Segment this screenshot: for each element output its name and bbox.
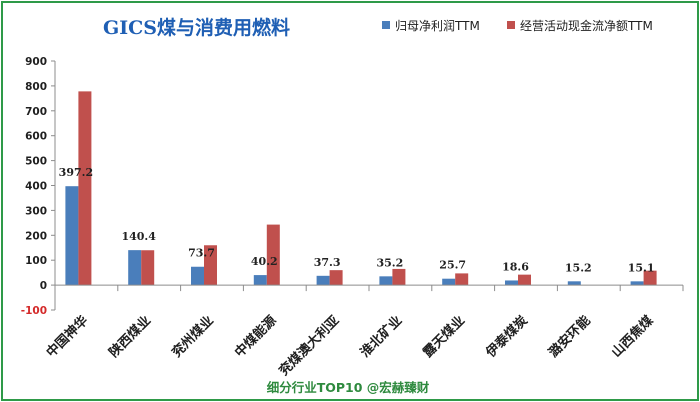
y-tick-label: 200	[25, 230, 47, 242]
bar-profit	[630, 281, 644, 286]
bar-profit	[567, 281, 581, 286]
y-tick-label: 100	[25, 255, 47, 267]
y-tick-label: -100	[21, 305, 47, 317]
x-tick-label: 山西焦煤	[608, 313, 656, 361]
bar-cashflow	[455, 273, 469, 286]
y-tick-label: 700	[25, 106, 47, 118]
bar-chart: GICS煤与消费用燃料 归母净利润TTM 经营活动现金流净额TTM -100 0 1…	[21, 16, 684, 395]
footer-watermark: 细分行业TOP10 @宏赫臻财	[267, 380, 430, 395]
x-tick-label: 伊泰煤炭	[482, 313, 531, 362]
legend-swatch-profit	[382, 21, 390, 29]
data-label: 35.2	[377, 256, 404, 269]
x-tick-label: 潞安环能	[546, 313, 594, 361]
y-tick-label: 0	[40, 280, 47, 292]
x-tick-label: 中煤能源	[232, 313, 280, 361]
bar-cashflow	[643, 270, 657, 286]
bar-cashflow	[141, 250, 155, 286]
data-label: 37.3	[314, 256, 341, 269]
bar-cashflow	[329, 270, 343, 286]
data-label: 397.2	[59, 166, 93, 179]
data-labels: 397.2 140.4 73.7 40.2 37.3 35.2 25.7 18.6 15.2 15…	[59, 166, 655, 274]
bar-profit	[505, 280, 518, 286]
data-label: 18.6	[502, 260, 529, 273]
x-tick-label: 陕西煤业	[106, 313, 154, 361]
bar-cashflow	[78, 91, 92, 286]
x-tick-label: 露天煤业	[420, 313, 468, 361]
data-label: 73.7	[188, 247, 215, 260]
data-label: 40.2	[251, 255, 278, 268]
bar-profit	[379, 276, 393, 286]
y-tick-label: 600	[25, 131, 47, 143]
chart-title: GICS煤与消费用燃料	[103, 16, 290, 39]
bar-profit	[191, 266, 204, 286]
x-tick-label: 中国神华	[43, 313, 91, 361]
bar-profit	[316, 275, 330, 286]
data-label: 15.2	[565, 261, 592, 274]
y-axis: -100 0 100 200 300 400 500 600 700 800 900	[21, 56, 56, 317]
legend: 归母净利润TTM 经营活动现金流净额TTM	[382, 18, 653, 33]
y-tick-label: 300	[25, 205, 47, 217]
bar-profit	[65, 186, 79, 286]
x-tick-label: 兖州煤业	[169, 313, 217, 361]
bar-cashflow	[392, 268, 406, 286]
y-tick-label: 400	[25, 181, 47, 193]
bar-profit	[128, 250, 142, 286]
legend-swatch-cashflow	[507, 21, 515, 29]
x-tick-label: 兖煤澳大利亚	[276, 313, 342, 379]
data-label: 140.4	[121, 230, 156, 243]
y-tick-label: 500	[25, 156, 47, 168]
y-tick-label: 800	[25, 81, 47, 93]
bar-cashflow	[266, 224, 280, 286]
bars	[65, 91, 657, 286]
legend-label-profit: 归母净利润TTM	[395, 19, 480, 33]
legend-label-cashflow: 经营活动现金流净额TTM	[520, 18, 653, 33]
bar-cashflow	[204, 245, 217, 286]
bar-cashflow	[518, 274, 531, 286]
x-tick-label: 淮北矿业	[356, 313, 405, 362]
bar-profit	[253, 275, 267, 286]
data-label: 25.7	[439, 259, 466, 272]
y-tick-label: 900	[25, 56, 47, 68]
data-label: 15.1	[628, 261, 655, 274]
bar-profit	[442, 278, 456, 286]
